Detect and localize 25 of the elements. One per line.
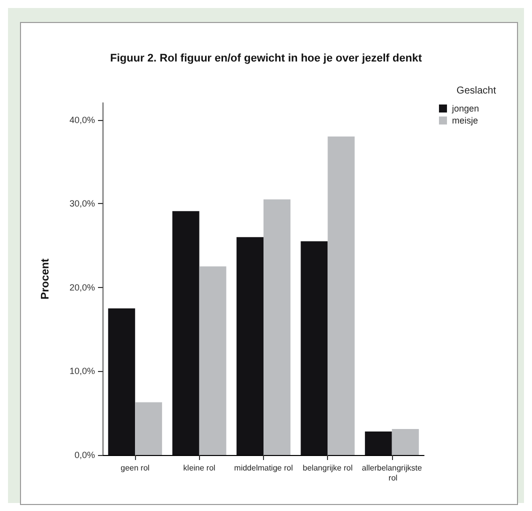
chart-title: Figuur 2. Rol figuur en/of gewicht in hoe je over jezelf denkt bbox=[110, 52, 422, 64]
bar bbox=[172, 211, 200, 455]
bar bbox=[364, 432, 392, 455]
bar bbox=[108, 308, 136, 455]
y-axis-title: Procent bbox=[40, 258, 52, 300]
x-tick-label: middelmatige rol bbox=[234, 464, 294, 472]
bar bbox=[135, 402, 162, 455]
y-tick-label: 10,0% bbox=[69, 366, 95, 376]
bar bbox=[300, 241, 328, 455]
legend-label: jongen bbox=[450, 104, 480, 114]
x-tick-label: kleine rol bbox=[183, 464, 216, 472]
bar bbox=[328, 136, 355, 455]
x-tick-label: belangrijke rol bbox=[302, 464, 353, 472]
x-tick-label: geen rol bbox=[120, 464, 150, 472]
bar bbox=[199, 266, 226, 455]
y-tick-label: 30,0% bbox=[69, 198, 95, 209]
legend-title: Geslacht bbox=[456, 86, 496, 96]
y-tick-label: 0,0% bbox=[74, 450, 95, 460]
y-tick-label: 20,0% bbox=[69, 282, 95, 292]
bar bbox=[264, 199, 290, 455]
bar bbox=[236, 237, 264, 455]
bar bbox=[392, 429, 419, 455]
y-tick-label: 40,0% bbox=[69, 114, 95, 125]
x-tick-label: allerbelangrijkste rol bbox=[362, 464, 422, 482]
legend-label: meisje bbox=[452, 116, 478, 126]
